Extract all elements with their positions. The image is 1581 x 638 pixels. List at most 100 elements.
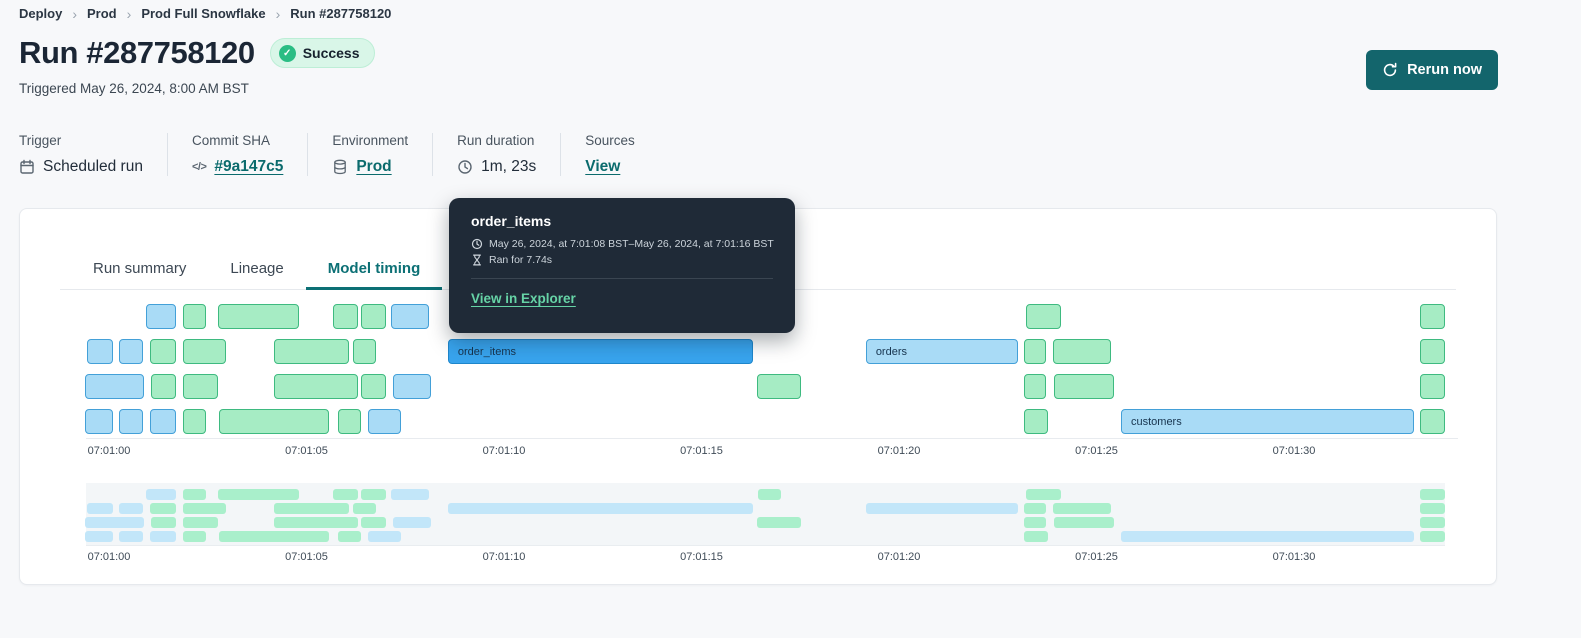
commit-sha-link[interactable]: #9a147c5 [214, 158, 284, 175]
gantt-bar[interactable] [361, 304, 386, 329]
gantt-bar[interactable] [1420, 339, 1445, 364]
axis-tick-label: 07:01:30 [1272, 551, 1316, 563]
minimap-bar[interactable] [150, 503, 177, 514]
minimap-bar[interactable] [218, 531, 329, 542]
gantt-bar[interactable] [274, 339, 350, 364]
minimap-bar[interactable] [1420, 503, 1445, 514]
gantt-bar[interactable] [1420, 304, 1445, 329]
gantt-bar[interactable] [393, 374, 431, 399]
axis-tick-label: 07:01:00 [87, 551, 131, 563]
minimap-bar[interactable] [1420, 531, 1445, 542]
meta-run-duration: Run duration 1m, 23s [457, 133, 562, 176]
gantt-bar[interactable] [150, 409, 177, 434]
gantt-row [84, 374, 1445, 399]
orders-bar[interactable]: orders [865, 339, 1018, 364]
minimap-bar[interactable] [182, 503, 226, 514]
minimap-row [86, 489, 1445, 500]
minimap-bar[interactable] [757, 489, 781, 500]
orders-bar[interactable] [865, 503, 1018, 514]
gantt-bar[interactable] [84, 409, 113, 434]
model-timing-gantt: order_items orders customers [84, 304, 1445, 434]
gantt-bar[interactable] [146, 304, 177, 329]
gantt-bar[interactable] [332, 304, 358, 329]
view-in-explorer-link[interactable]: View in Explorer [471, 291, 576, 306]
minimap-bar[interactable] [361, 517, 386, 528]
gantt-bar[interactable] [1023, 339, 1046, 364]
minimap-bar[interactable] [182, 517, 218, 528]
minimap-bar[interactable] [1023, 517, 1046, 528]
gantt-bar[interactable] [1420, 374, 1445, 399]
minimap-bar[interactable] [1026, 489, 1061, 500]
minimap-bar[interactable] [150, 531, 177, 542]
breadcrumb-prod[interactable]: Prod [87, 6, 117, 21]
minimap-bar[interactable] [182, 531, 207, 542]
minimap-bar[interactable] [150, 517, 177, 528]
customers-bar[interactable] [1120, 531, 1415, 542]
calendar-icon [19, 159, 35, 175]
minimap-bar[interactable] [361, 489, 386, 500]
order_items-bar[interactable]: order_items [447, 339, 753, 364]
tab-lineage[interactable]: Lineage [230, 260, 284, 277]
tab-run-summary[interactable]: Run summary [93, 260, 187, 277]
gantt-bar[interactable] [368, 409, 401, 434]
gantt-bar[interactable] [118, 339, 143, 364]
rerun-now-button[interactable]: Rerun now [1366, 50, 1498, 90]
tab-model-timing[interactable]: Model timing [305, 249, 443, 290]
minimap-bar[interactable] [1023, 503, 1046, 514]
gantt-bar[interactable] [182, 339, 226, 364]
minimap-bar[interactable] [338, 531, 361, 542]
timeline-minimap[interactable] [84, 483, 1445, 546]
gantt-bar[interactable] [182, 409, 207, 434]
order_items-bar[interactable] [447, 503, 753, 514]
gantt-bar[interactable] [86, 339, 113, 364]
gantt-bar[interactable] [1026, 304, 1061, 329]
sources-view-link[interactable]: View [585, 158, 621, 175]
gantt-bar[interactable] [118, 409, 143, 434]
minimap-bar[interactable] [757, 517, 802, 528]
minimap-bar[interactable] [332, 489, 358, 500]
minimap-bar[interactable] [274, 517, 358, 528]
meta-label: Run duration [457, 133, 535, 148]
minimap-bar[interactable] [146, 489, 177, 500]
gantt-bar[interactable] [361, 374, 386, 399]
environment-link[interactable]: Prod [356, 158, 392, 175]
minimap-bar[interactable] [84, 531, 113, 542]
minimap-bar[interactable] [1420, 489, 1445, 500]
gantt-bar[interactable] [182, 304, 207, 329]
minimap-bar[interactable] [1420, 517, 1445, 528]
gantt-bar[interactable] [150, 339, 177, 364]
gantt-bar[interactable] [1023, 409, 1048, 434]
gantt-bar[interactable] [218, 409, 329, 434]
breadcrumb-job[interactable]: Prod Full Snowflake [141, 6, 266, 21]
minimap-bar[interactable] [182, 489, 207, 500]
minimap-bar[interactable] [118, 503, 143, 514]
minimap-bar[interactable] [86, 503, 113, 514]
gantt-bar[interactable] [338, 409, 361, 434]
gantt-bar[interactable] [1053, 339, 1112, 364]
gantt-bar[interactable] [1420, 409, 1445, 434]
gantt-bar[interactable] [218, 304, 299, 329]
minimap-bar[interactable] [393, 517, 431, 528]
minimap-bar[interactable] [274, 503, 350, 514]
minimap-bar[interactable] [353, 503, 377, 514]
minimap-bar[interactable] [118, 531, 143, 542]
minimap-bar[interactable] [218, 489, 299, 500]
minimap-bar[interactable] [1053, 503, 1112, 514]
minimap-bar[interactable] [1023, 531, 1048, 542]
breadcrumb-deploy[interactable]: Deploy [19, 6, 63, 21]
chevron-right-icon: › [72, 5, 78, 22]
gantt-bar[interactable] [1053, 374, 1114, 399]
customers-bar[interactable]: customers [1120, 409, 1415, 434]
minimap-bar[interactable] [368, 531, 401, 542]
gantt-bar[interactable] [391, 304, 429, 329]
gantt-bar[interactable] [757, 374, 802, 399]
minimap-bar[interactable] [391, 489, 429, 500]
gantt-bar[interactable] [150, 374, 177, 399]
minimap-bar[interactable] [1053, 517, 1114, 528]
gantt-bar[interactable] [353, 339, 377, 364]
minimap-bar[interactable] [84, 517, 145, 528]
gantt-bar[interactable] [274, 374, 358, 399]
gantt-bar[interactable] [182, 374, 218, 399]
gantt-bar[interactable] [1023, 374, 1046, 399]
gantt-bar[interactable] [84, 374, 145, 399]
